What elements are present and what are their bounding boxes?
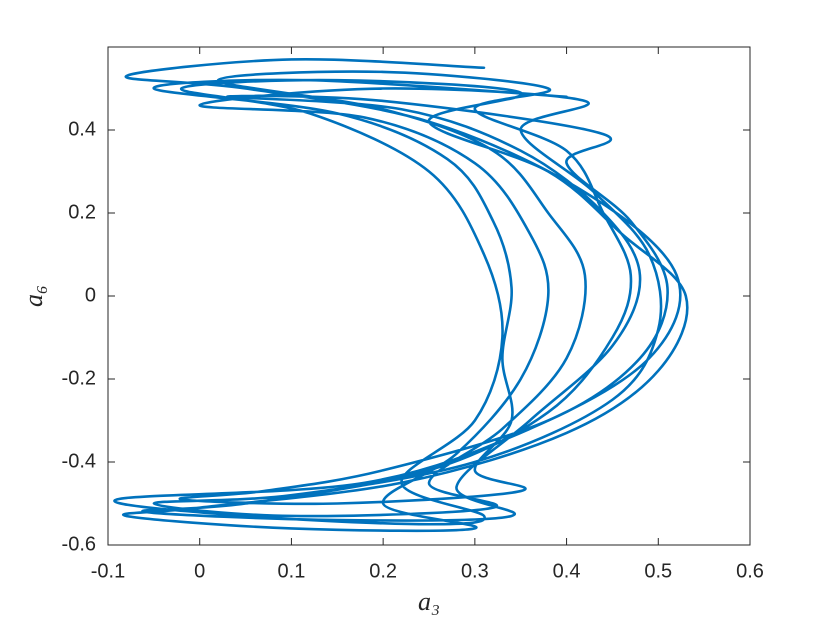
x-tick-label: 0.5 [644,560,672,582]
y-tick-label: 0.2 [68,201,96,223]
x-tick-label: 0 [194,560,205,582]
y-tick-label: -0.4 [62,450,96,472]
x-axis-label: a₃ [418,587,440,616]
axes-box [107,46,751,546]
x-tick-label: 0.3 [461,560,489,582]
x-tick-label: -0.1 [91,560,125,582]
x-tick-label: 0.6 [736,560,764,582]
y-axis-label: a₆ [19,285,48,307]
y-tick-label: -0.6 [62,533,96,555]
y-tick-label: 0.4 [68,118,96,140]
x-tick-label: 0.2 [369,560,397,582]
y-tick-label: 0 [85,284,96,306]
x-tick-label: 0.4 [553,560,581,582]
trajectory-line [113,57,689,533]
x-tick-label: 0.1 [278,560,306,582]
y-tick-label: -0.2 [62,367,96,389]
plot-area [108,47,750,545]
